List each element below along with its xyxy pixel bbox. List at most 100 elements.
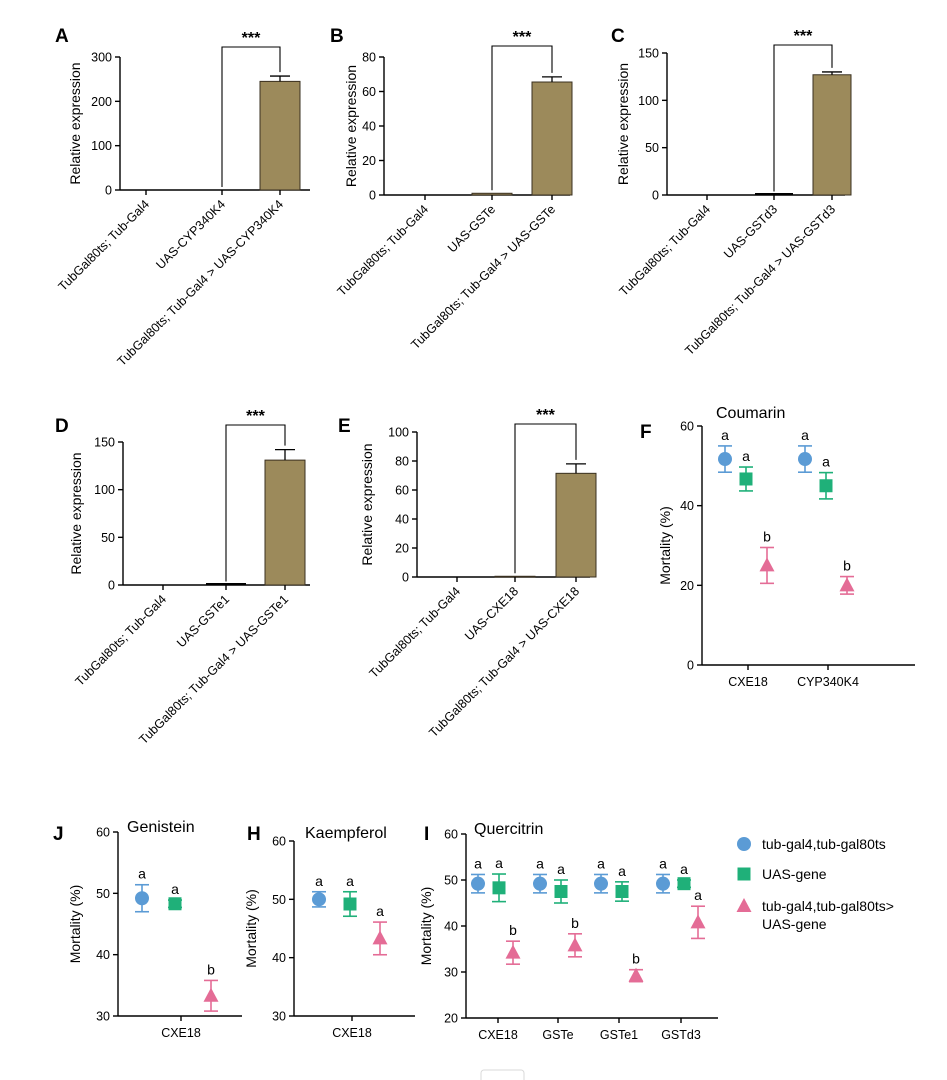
y-tick-label: 40 [395, 513, 409, 527]
significance-bracket [491, 45, 553, 191]
y-tick-label: 60 [680, 420, 694, 434]
significance-letter: a [536, 855, 544, 871]
y-tick-label: 40 [272, 951, 286, 965]
y-tick-label: 0 [687, 659, 694, 673]
y-tick-label: 30 [272, 1010, 286, 1024]
significance-letter: a [474, 855, 482, 871]
y-tick-label: 150 [94, 436, 115, 450]
bar-e-1 [494, 575, 536, 578]
significance-letter: a [315, 873, 323, 889]
panel-label-h: H [247, 824, 261, 845]
y-tick-label: 150 [638, 47, 659, 61]
chart-title: Coumarin [716, 405, 785, 422]
point-uas-gste [554, 885, 568, 898]
legend-marker-tub [737, 837, 751, 851]
y-tick-label: 100 [638, 94, 659, 108]
panel-label-d: D [55, 416, 69, 437]
significance-stars: *** [794, 28, 813, 45]
point-tub-gstd3 [656, 876, 670, 891]
significance-letter: a [346, 873, 354, 889]
y-tick-label: 80 [395, 455, 409, 469]
point-uas-gstd3 [677, 877, 691, 891]
significance-stars: *** [536, 407, 555, 424]
panel-label-i: I [424, 824, 429, 845]
significance-letter: b [207, 961, 215, 977]
y-tick-label: 60 [362, 85, 376, 99]
point-cross-cxe18 [505, 944, 521, 959]
legend-marker-uas [737, 867, 751, 881]
significance-letter: a [618, 863, 626, 879]
y-axis-title: Relative expression [67, 62, 83, 184]
y-tick-label: 20 [680, 579, 694, 593]
chart-title: Kaempferol [305, 825, 387, 842]
x-category-label: GSTe1 [600, 1028, 638, 1042]
bar-a-2 [259, 80, 301, 191]
y-tick-label: 50 [272, 893, 286, 907]
point-uas-cxe18 [343, 897, 357, 911]
panel-label-c: C [611, 26, 625, 47]
x-category-label: UAS-GSTe1 [174, 592, 232, 650]
y-tick-label: 40 [96, 948, 110, 962]
point-uas-cxe18 [492, 881, 506, 895]
y-tick-label: 300 [91, 51, 112, 65]
y-tick-label: 0 [402, 571, 409, 585]
y-axis-title: Mortality (%) [657, 506, 673, 585]
bar-c-2 [812, 74, 852, 196]
x-category-label: UAS-GSTd3 [721, 202, 780, 261]
y-tick-label: 100 [94, 483, 115, 497]
y-tick-label: 0 [369, 189, 376, 203]
legend-label: tub-gal4,tub-gal80ts> [762, 898, 894, 914]
significance-letter: a [659, 855, 667, 871]
significance-letter: a [376, 903, 384, 919]
significance-letter: a [742, 448, 750, 464]
point-cross-cxe18 [203, 987, 219, 1002]
point-uas-cxe18 [168, 897, 182, 911]
significance-stars: *** [513, 29, 532, 46]
significance-stars: *** [246, 408, 265, 425]
significance-letter: b [509, 922, 517, 938]
significance-letter: b [843, 558, 851, 574]
point-uas-cxe18 [739, 472, 753, 486]
significance-stars: *** [242, 30, 261, 47]
significance-bracket [773, 44, 833, 192]
x-category-label: CYP340K4 [797, 675, 859, 689]
point-tub-cxe18 [312, 892, 326, 907]
legend-marker-cross [736, 898, 752, 912]
y-tick-label: 40 [444, 920, 458, 934]
x-category-label: UAS-GSTe [445, 202, 498, 255]
x-category-label: UAS-CXE18 [462, 584, 521, 643]
y-tick-label: 50 [645, 141, 659, 155]
x-category-label: CXE18 [332, 1026, 372, 1040]
panel-label-b: B [330, 26, 344, 47]
y-tick-label: 50 [96, 887, 110, 901]
y-tick-label: 20 [395, 542, 409, 556]
y-tick-label: 60 [395, 484, 409, 498]
significance-letter: b [632, 951, 640, 967]
significance-letter: b [763, 528, 771, 544]
bar-b-1 [471, 192, 513, 196]
point-tub-gste1 [594, 876, 608, 891]
bar-b-2 [531, 81, 573, 196]
y-tick-label: 50 [444, 874, 458, 888]
point-tub-cyp340k4 [798, 452, 812, 467]
panel-label-e: E [338, 416, 351, 437]
significance-bracket [225, 424, 286, 582]
significance-letter: a [495, 855, 503, 871]
y-axis-title: Mortality (%) [418, 887, 434, 966]
y-tick-label: 50 [101, 531, 115, 545]
point-tub-cxe18 [135, 891, 149, 906]
y-tick-label: 60 [96, 826, 110, 840]
bar-d-2 [264, 459, 306, 586]
panel-label-a: A [55, 26, 69, 47]
y-axis-title: Relative expression [343, 65, 359, 187]
y-tick-label: 0 [652, 189, 659, 203]
y-axis-title: Mortality (%) [243, 889, 259, 968]
legend-label-2: UAS-gene [762, 916, 827, 932]
significance-letter: a [822, 454, 830, 470]
y-tick-label: 30 [444, 966, 458, 980]
x-category-label: GSTd3 [661, 1028, 701, 1042]
point-tub-gste [533, 876, 547, 891]
y-tick-label: 40 [362, 120, 376, 134]
bottom-box [480, 1069, 525, 1080]
significance-bracket [221, 46, 281, 187]
